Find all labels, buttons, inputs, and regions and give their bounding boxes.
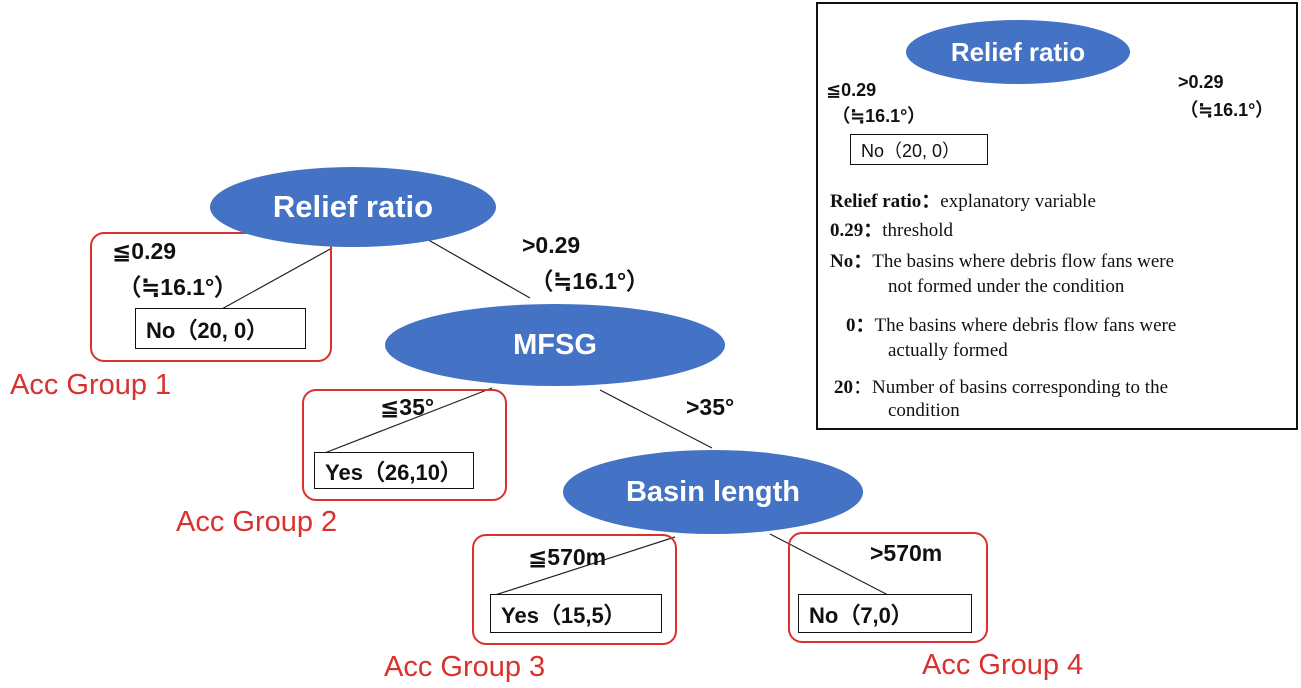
edge-root-left (219, 247, 333, 311)
legend-line-6: actually formed (888, 340, 1008, 361)
edge-mfsg-left (321, 387, 493, 455)
legend-line-7: 20：Number of basins corresponding to the (834, 377, 1169, 398)
legend-leaf: No（20, 0） (850, 134, 988, 165)
acc-group-3-label: Acc Group 3 (384, 651, 546, 683)
edge-mfsg-right (599, 389, 713, 449)
legend-line-1: Relief ratio：explanatory variable (830, 191, 1096, 212)
acc-group-1-box (90, 232, 332, 362)
node-basin-length: Basin length (563, 450, 863, 534)
root-right-cond-1: >0.29 (522, 232, 581, 258)
legend-line-2: 0.29：threshold (830, 220, 953, 241)
leaf-4: No（7,0） (798, 594, 972, 633)
acc-group-1-label: Acc Group 1 (10, 369, 172, 401)
acc-group-4-label: Acc Group 4 (922, 649, 1084, 681)
node-mfsg: MFSG (385, 304, 725, 386)
leaf-1: No（20, 0） (135, 308, 306, 349)
basin-left-cond: ≦570m (528, 544, 607, 570)
legend-line-8: condition (888, 400, 960, 421)
node-relief-ratio: Relief ratio (210, 167, 496, 247)
acc-group-2-box (302, 389, 507, 501)
legend-right-cond-2: （≒16.1°） (1180, 100, 1274, 120)
mfsg-left-cond: ≦35° (380, 394, 435, 420)
root-right-cond-2: （≒16.1°） (530, 268, 650, 294)
edge-root-right (424, 237, 531, 299)
edge-basin-left (491, 536, 676, 597)
legend-line-5: 0：The basins where debris flow fans were (846, 315, 1177, 336)
acc-group-2-label: Acc Group 2 (176, 506, 338, 538)
legend-right-cond-1: >0.29 (1178, 72, 1224, 92)
legend-line-4: not formed under the condition (888, 276, 1125, 297)
legend-node-relief-ratio: Relief ratio (906, 20, 1130, 84)
legend-left-cond-2: （≒16.1°） (832, 106, 926, 126)
root-left-cond-2: （≒16.1°） (118, 274, 238, 300)
legend-line-3: No：The basins where debris flow fans wer… (830, 251, 1175, 272)
legend-left-cond-1: ≦0.29 (826, 80, 877, 100)
acc-group-4-box (788, 532, 988, 643)
acc-group-3-box (472, 534, 677, 645)
leaf-3: Yes（15,5） (490, 594, 662, 633)
leaf-2: Yes（26,10） (314, 452, 474, 489)
basin-right-cond: >570m (870, 540, 943, 566)
root-left-cond-1: ≦0.29 (112, 238, 177, 264)
mfsg-right-cond: >35° (686, 394, 735, 420)
